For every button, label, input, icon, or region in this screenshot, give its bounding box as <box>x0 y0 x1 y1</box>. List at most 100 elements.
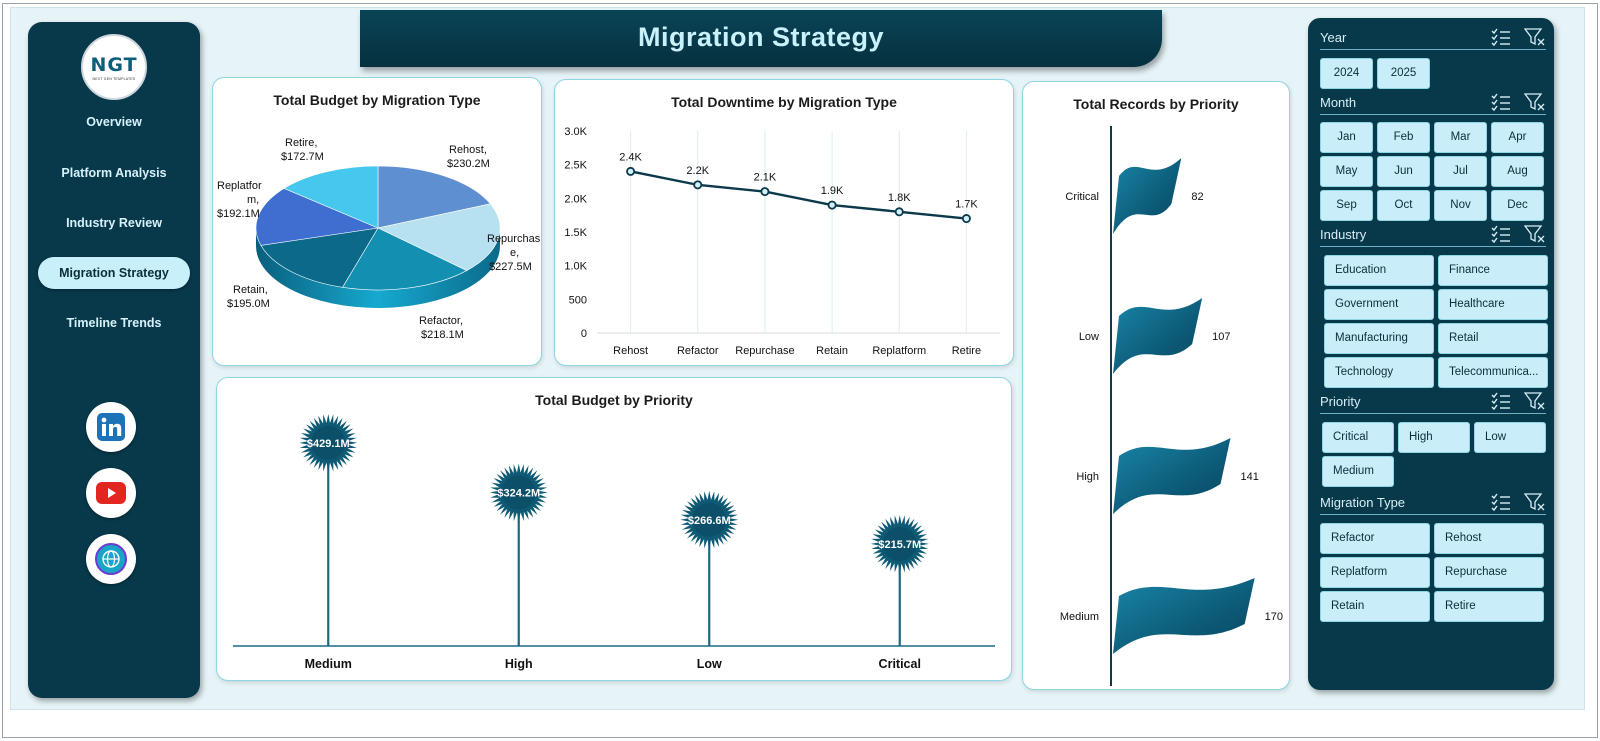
slicer-item-industry-technology[interactable]: Technology <box>1324 357 1434 388</box>
slicer-item-industry-retail[interactable]: Retail <box>1438 323 1548 354</box>
y-tick-label: 2.5K <box>564 160 587 172</box>
slicer-item-month-apr[interactable]: Apr <box>1491 122 1544 153</box>
y-tick-label: 0 <box>581 328 587 340</box>
slicer-item-month-jun[interactable]: Jun <box>1377 156 1430 187</box>
pie-slice-retire[interactable] <box>283 165 379 229</box>
website-button[interactable] <box>86 534 136 584</box>
point-replatform[interactable] <box>894 207 904 217</box>
y-tick-label: 500 <box>569 294 587 306</box>
slicer-item-industry-telecommunica[interactable]: Telecommunica... <box>1438 357 1548 388</box>
slicer-item-industry-government[interactable]: Government <box>1324 289 1434 320</box>
slicer-item-migration-type-retain[interactable]: Retain <box>1320 591 1430 622</box>
slicer-item-migration-type-retire[interactable]: Retire <box>1434 591 1544 622</box>
point-rehost[interactable] <box>626 166 636 176</box>
slicer-item-migration-type-refactor[interactable]: Refactor <box>1320 523 1430 554</box>
data-label-retain: 1.9K <box>821 185 844 197</box>
slicer-item-month-mar[interactable]: Mar <box>1434 122 1487 153</box>
starburst-core <box>692 502 727 537</box>
pie-slice-repurchase[interactable] <box>377 203 501 271</box>
nav-item-migration-strategy[interactable]: Migration Strategy <box>38 257 190 289</box>
slicer-item-month-may[interactable]: May <box>1320 156 1373 187</box>
flag-bar-critical[interactable] <box>1113 158 1182 234</box>
flag-chart-title: Total Records by Priority <box>1073 96 1239 112</box>
slicer-item-priority-critical[interactable]: Critical <box>1322 422 1394 453</box>
data-label-low: $266.6M <box>688 515 731 527</box>
line-chart: 0 500 1.0K 1.5K 2.0K 2.5K 3.0K Rehost Refactor Re… <box>564 126 1000 357</box>
x-tick-replatform: Replatform <box>872 345 926 357</box>
x-label-low: Low <box>697 657 722 671</box>
y-tick-label: 3.0K <box>564 126 587 138</box>
slicer-item-priority-low[interactable]: Low <box>1474 422 1546 453</box>
point-retire[interactable] <box>961 214 971 224</box>
flag-bar-low[interactable] <box>1113 298 1203 374</box>
slicer-item-year-2024[interactable]: 2024 <box>1320 58 1373 89</box>
x-label-medium: Medium <box>305 657 352 671</box>
nav-item-platform-analysis[interactable]: Platform Analysis <box>61 166 167 180</box>
slicer-item-industry-manufacturing[interactable]: Manufacturing <box>1324 323 1434 354</box>
slicer-item-priority-high[interactable]: High <box>1398 422 1470 453</box>
slicer-item-industry-education[interactable]: Education <box>1324 255 1434 286</box>
multi-select-icon[interactable] <box>1490 391 1512 411</box>
slicer-item-month-jul[interactable]: Jul <box>1434 156 1487 187</box>
logo-mark: NGT <box>90 53 138 76</box>
x-tick-refactor: Refactor <box>677 345 719 357</box>
starburst-core <box>311 425 346 460</box>
pie-value-replatform: $192.1M <box>217 208 260 220</box>
slicer-item-month-feb[interactable]: Feb <box>1377 122 1430 153</box>
youtube-button[interactable] <box>86 468 136 518</box>
clear-filter-icon[interactable] <box>1524 492 1546 512</box>
flag-chart-card: Total Records by Priority Critical 82 Low 1… <box>1022 81 1290 690</box>
title-banner: Migration Strategy <box>360 10 1162 67</box>
slicer-item-month-oct[interactable]: Oct <box>1377 190 1430 221</box>
pie-slice-rehost[interactable] <box>377 165 491 229</box>
nav-item-overview[interactable]: Overview <box>86 115 142 129</box>
x-label-high: High <box>505 657 533 671</box>
clear-filter-icon[interactable] <box>1524 92 1546 112</box>
slicer-item-migration-type-repurchase[interactable]: Repurchase <box>1434 557 1544 588</box>
slicer-item-month-sep[interactable]: Sep <box>1320 190 1373 221</box>
slicer-item-priority-medium[interactable]: Medium <box>1322 456 1394 487</box>
slicer-header-industry: Industry <box>1320 223 1546 247</box>
slicer-item-migration-type-rehost[interactable]: Rehost <box>1434 523 1544 554</box>
pie-slice-refactor[interactable] <box>342 227 468 291</box>
nav-item-timeline-trends[interactable]: Timeline Trends <box>66 316 162 330</box>
y-label-low: Low <box>1079 331 1099 343</box>
point-refactor[interactable] <box>693 180 703 190</box>
flag-bar-medium[interactable] <box>1113 578 1255 654</box>
multi-select-icon[interactable] <box>1490 27 1512 47</box>
value-label-critical: 82 <box>1191 191 1203 203</box>
clear-filter-icon[interactable] <box>1524 391 1546 411</box>
starburst-core <box>882 526 917 561</box>
pie-depth-band <box>256 228 500 308</box>
slicer-item-industry-finance[interactable]: Finance <box>1438 255 1548 286</box>
slicer-item-month-dec[interactable]: Dec <box>1491 190 1544 221</box>
pie-slice-replatform[interactable] <box>255 188 380 246</box>
pie-value-retain: $195.0M <box>227 298 270 310</box>
slicer-item-month-aug[interactable]: Aug <box>1491 156 1544 187</box>
company-logo[interactable]: NGT NEXT GEN TEMPLATES <box>81 34 147 100</box>
point-retain[interactable] <box>827 200 837 210</box>
clear-filter-icon[interactable] <box>1524 224 1546 244</box>
clear-filter-icon[interactable] <box>1524 27 1546 47</box>
slicer-item-month-nov[interactable]: Nov <box>1434 190 1487 221</box>
page-title: Migration Strategy <box>637 22 885 52</box>
point-repurchase[interactable] <box>760 187 770 197</box>
multi-select-icon[interactable] <box>1490 92 1512 112</box>
slicer-item-year-2025[interactable]: 2025 <box>1377 58 1430 89</box>
flag-bar-high[interactable] <box>1113 438 1231 514</box>
pie-label-replatform: Replatfor <box>217 180 262 192</box>
slicer-title: Migration Type <box>1320 495 1406 510</box>
pie-label-retain: Retain, <box>233 284 268 296</box>
slicer-header-priority: Priority <box>1320 390 1546 414</box>
data-label-rehost: 2.4K <box>619 151 642 163</box>
linkedin-button[interactable] <box>86 402 136 452</box>
pie-slice-retain[interactable] <box>260 227 379 288</box>
slicer-title: Month <box>1320 95 1357 110</box>
slicer-item-migration-type-replatform[interactable]: Replatform <box>1320 557 1430 588</box>
slicer-item-month-jan[interactable]: Jan <box>1320 122 1373 153</box>
slicer-item-industry-healthcare[interactable]: Healthcare <box>1438 289 1548 320</box>
pie-chart: Rehost, $230.2M Repurchas e, $227.5M Ref… <box>217 137 541 341</box>
nav-item-industry-review[interactable]: Industry Review <box>66 216 162 230</box>
multi-select-icon[interactable] <box>1490 224 1512 244</box>
multi-select-icon[interactable] <box>1490 492 1512 512</box>
